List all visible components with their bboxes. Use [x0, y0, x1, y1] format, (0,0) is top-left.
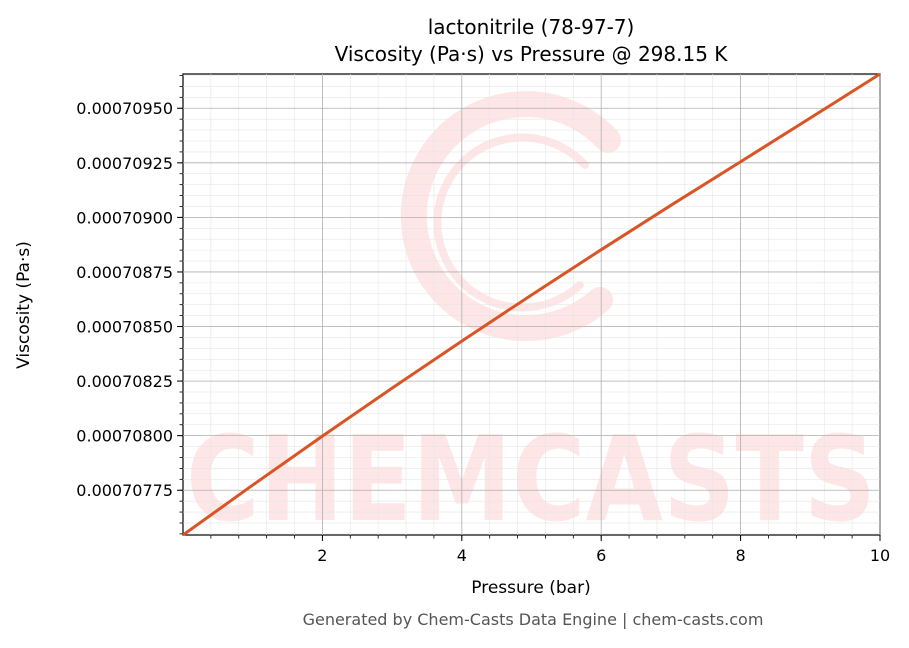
watermark-logo-arc-inner: [433, 133, 589, 312]
series-layer: [182, 72, 881, 537]
x-axis-label: Pressure (bar): [471, 578, 590, 598]
y-tick-label: 0.00070950: [76, 99, 173, 118]
chemcasts-watermark: CHEMCASTS: [186, 91, 876, 548]
y-tick-label: 0.00070925: [76, 154, 173, 173]
x-tick-label: 2: [317, 546, 327, 565]
x-axis: 2 4 6 8 10: [210, 535, 890, 565]
x-tick-label: 6: [596, 546, 606, 565]
chart-title: lactonitrile (78-97-7): [428, 15, 635, 39]
footer-credit: Generated by Chem-Casts Data Engine | ch…: [303, 610, 764, 629]
y-tick-label: 0.00070900: [76, 208, 173, 227]
y-axis: 0.00070775 0.00070800 0.00070825 0.00070850…: [76, 75, 183, 535]
y-tick-label: 0.00070775: [76, 481, 173, 500]
y-tick-label: 0.00070875: [76, 263, 173, 282]
x-tick-label: 4: [457, 546, 467, 565]
y-tick-label: 0.00070850: [76, 318, 173, 337]
x-tick-label: 8: [736, 546, 746, 565]
y-tick-label: 0.00070825: [76, 372, 173, 391]
viscosity-series-line: [182, 72, 881, 537]
chart-subtitle: Viscosity (Pa·s) vs Pressure @ 298.15 K: [335, 42, 729, 66]
watermark-logo-arc: [400, 91, 621, 342]
y-tick-label: 0.00070800: [76, 427, 173, 446]
watermark-text: CHEMCASTS: [186, 410, 876, 548]
major-grid: [183, 74, 881, 535]
y-axis-label: Viscosity (Pa·s): [14, 241, 34, 369]
x-tick-label: 10: [870, 546, 890, 565]
